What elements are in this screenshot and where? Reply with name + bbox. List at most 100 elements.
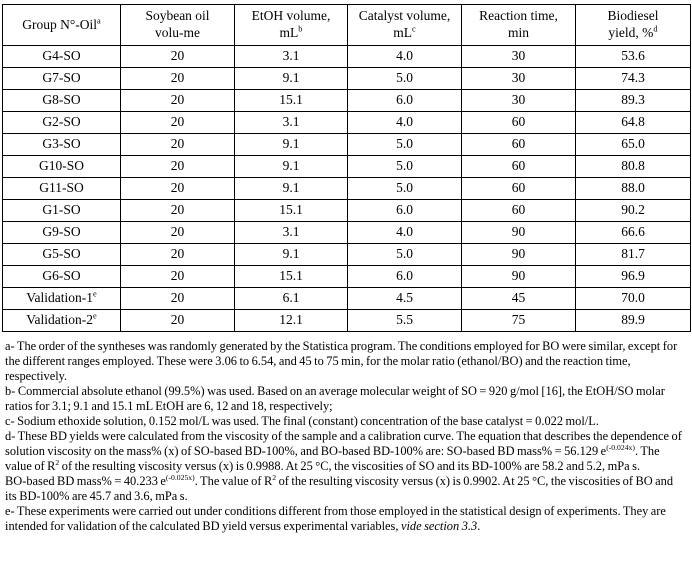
value-cell: 15.1 <box>234 89 348 112</box>
value-cell: 20 <box>120 89 235 112</box>
value-cell: 9.1 <box>234 177 348 200</box>
value-cell: 6.1 <box>234 287 348 310</box>
value-cell: 60 <box>461 111 576 134</box>
footnote-paragraph: b- Commercial absolute ethanol (99.5%) w… <box>5 384 687 414</box>
value-cell: 5.0 <box>347 133 462 156</box>
value-cell: 20 <box>120 243 235 266</box>
column-header: Biodiesel yield, %d <box>575 4 691 46</box>
column-header: Soybean oil volu-me <box>120 4 235 46</box>
footnote-marker: b <box>298 24 303 34</box>
value-cell: 20 <box>120 221 235 244</box>
table-row: G6-SO 20 15.1 6.0 90 96.9 <box>2 265 691 288</box>
footnote-italic-text: vide section 3.3 <box>400 519 478 533</box>
table-row: G11-SO 20 9.1 5.0 60 88.0 <box>2 177 691 200</box>
value-cell: 9.1 <box>234 133 348 156</box>
value-cell: 70.0 <box>575 287 691 310</box>
value-cell: 65.0 <box>575 133 691 156</box>
value-cell: 20 <box>120 155 235 178</box>
value-cell: 45 <box>461 287 576 310</box>
table-body: G4-SO 20 3.1 4.0 30 53.6 G7-SO 20 9.1 5.0 30 74.3 G8… <box>2 45 691 332</box>
value-cell: 89.9 <box>575 309 691 332</box>
value-cell: 60 <box>461 177 576 200</box>
value-cell: 20 <box>120 67 235 90</box>
footnote-marker: a <box>97 16 101 26</box>
column-header: Group N°-Oila <box>2 4 121 46</box>
footnote-text: e- These experiments were carried out un… <box>5 504 666 533</box>
value-cell: 60 <box>461 155 576 178</box>
group-cell: G10-SO <box>2 155 121 178</box>
footnote-text: . The value of R <box>5 444 660 473</box>
footnote-paragraph: d- These BD yields were calculated from … <box>5 429 687 474</box>
value-cell: 20 <box>120 177 235 200</box>
table-row: G3-SO 20 9.1 5.0 60 65.0 <box>2 133 691 156</box>
footnote-paragraph: a- The order of the syntheses was random… <box>5 339 687 384</box>
value-cell: 3.1 <box>234 111 348 134</box>
group-cell: G9-SO <box>2 221 121 244</box>
footnote-paragraph: c- Sodium ethoxide solution, 0.152 mol/L… <box>5 414 687 429</box>
group-cell: Validation-1e <box>2 287 121 310</box>
group-cell: G7-SO <box>2 67 121 90</box>
value-cell: 90 <box>461 265 576 288</box>
value-cell: 6.0 <box>347 199 462 222</box>
footnote-text: d- These BD yields were calculated from … <box>5 429 682 458</box>
value-cell: 89.3 <box>575 89 691 112</box>
table-row: G9-SO 20 3.1 4.0 90 66.6 <box>2 221 691 244</box>
value-cell: 6.0 <box>347 89 462 112</box>
value-cell: 20 <box>120 309 235 332</box>
value-cell: 5.0 <box>347 67 462 90</box>
value-cell: 88.0 <box>575 177 691 200</box>
value-cell: 30 <box>461 45 576 68</box>
footnote-text: . The value of R <box>194 474 273 488</box>
footnote-marker: e <box>93 289 97 299</box>
footnote-superscript: 2 <box>55 457 60 467</box>
value-cell: 20 <box>120 287 235 310</box>
value-cell: 90 <box>461 221 576 244</box>
footnote-superscript: 2 <box>272 472 277 482</box>
value-cell: 5.0 <box>347 155 462 178</box>
value-cell: 6.0 <box>347 265 462 288</box>
group-cell: Validation-2e <box>2 309 121 332</box>
table-header-row: Group N°-Oila Soybean oil volu-me EtOH volu… <box>2 4 691 46</box>
column-header: EtOH volume, mLb <box>234 4 348 46</box>
table-row: G4-SO 20 3.1 4.0 30 53.6 <box>2 45 691 68</box>
group-cell: G6-SO <box>2 265 121 288</box>
value-cell: 20 <box>120 265 235 288</box>
table-row: G2-SO 20 3.1 4.0 60 64.8 <box>2 111 691 134</box>
value-cell: 66.6 <box>575 221 691 244</box>
footnote-text: . <box>477 519 481 533</box>
value-cell: 4.0 <box>347 111 462 134</box>
value-cell: 74.3 <box>575 67 691 90</box>
group-cell: G3-SO <box>2 133 121 156</box>
table-row: G1-SO 20 15.1 6.0 60 90.2 <box>2 199 691 222</box>
value-cell: 9.1 <box>234 243 348 266</box>
footnote-text: of the resulting viscosity versus (x) is… <box>5 474 674 503</box>
footnote-text: c- Sodium ethoxide solution, 0.152 mol/L… <box>5 414 599 428</box>
value-cell: 80.8 <box>575 155 691 178</box>
value-cell: 5.5 <box>347 309 462 332</box>
value-cell: 9.1 <box>234 155 348 178</box>
table-row: Validation-1e 20 6.1 4.5 45 70.0 <box>2 287 691 310</box>
value-cell: 20 <box>120 45 235 68</box>
value-cell: 4.5 <box>347 287 462 310</box>
footnote-superscript: (-0.024x) <box>606 442 635 452</box>
footnote-paragraph: BO-based BD mass% = 40.233 e(-0.025x). T… <box>5 474 687 504</box>
footnote-text: of the resulting viscosity versus (x) is… <box>59 459 641 473</box>
table-row: G10-SO 20 9.1 5.0 60 80.8 <box>2 155 691 178</box>
value-cell: 5.0 <box>347 177 462 200</box>
value-cell: 30 <box>461 67 576 90</box>
value-cell: 20 <box>120 199 235 222</box>
footnote-text: BO-based BD mass% = 40.233 e <box>5 474 166 488</box>
value-cell: 90 <box>461 243 576 266</box>
value-cell: 20 <box>120 111 235 134</box>
footnote-paragraph: e- These experiments were carried out un… <box>5 504 687 534</box>
group-cell: G4-SO <box>2 45 121 68</box>
group-cell: G1-SO <box>2 199 121 222</box>
group-cell: G8-SO <box>2 89 121 112</box>
value-cell: 4.0 <box>347 45 462 68</box>
value-cell: 60 <box>461 199 576 222</box>
value-cell: 53.6 <box>575 45 691 68</box>
column-header: Reaction time, min <box>461 4 576 46</box>
footnote-marker: d <box>653 24 658 34</box>
value-cell: 20 <box>120 133 235 156</box>
value-cell: 81.7 <box>575 243 691 266</box>
